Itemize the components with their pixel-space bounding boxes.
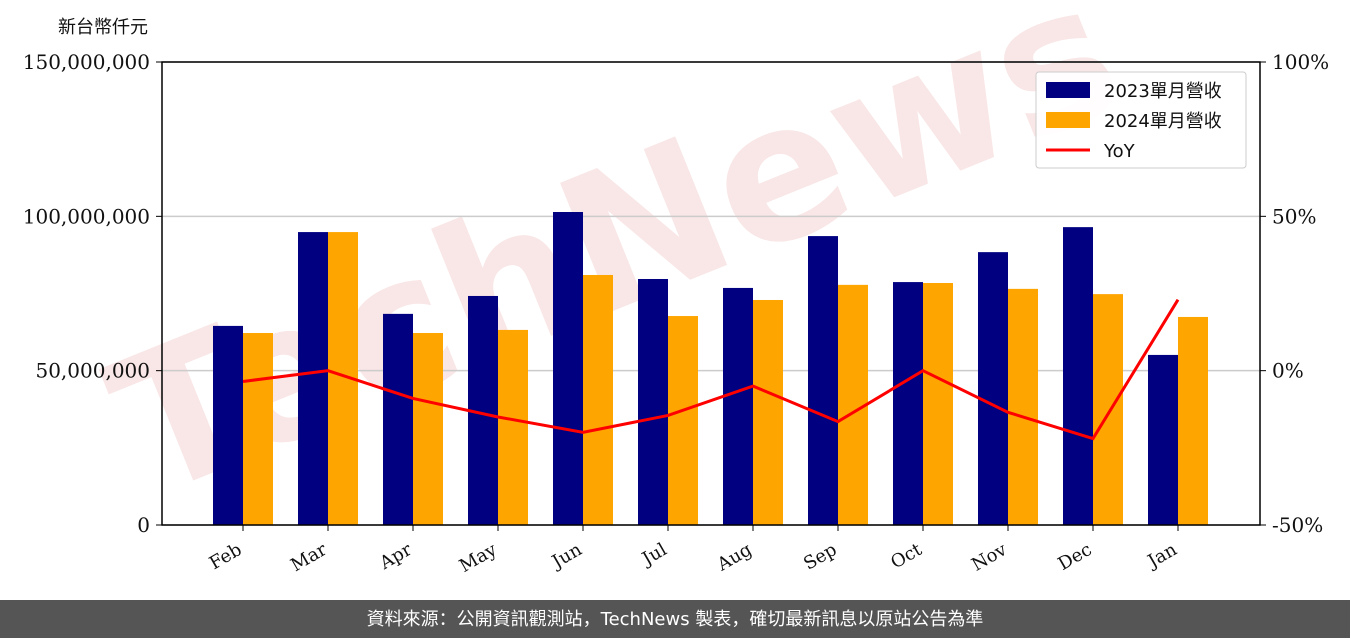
bar	[1093, 294, 1123, 525]
bar	[923, 283, 953, 525]
bar	[638, 278, 668, 525]
y2-tick-label: -50%	[1272, 513, 1323, 537]
bar	[413, 333, 443, 525]
bar	[298, 232, 328, 526]
legend-label: YoY	[1103, 141, 1136, 162]
bar	[553, 212, 583, 525]
y2-tick-label: 100%	[1272, 50, 1329, 74]
bar	[213, 325, 243, 525]
bar	[1063, 227, 1093, 526]
plot-frame	[161, 61, 1261, 526]
bar	[583, 274, 613, 525]
bar	[1148, 354, 1178, 525]
bar	[723, 287, 753, 525]
y2-tick-label: 0%	[1272, 359, 1304, 383]
y-axis-label: 新台幣仟元	[58, 17, 148, 38]
footer: 資料來源：公開資訊觀測站，TechNews 製表，確切最新訊息以原站公告為準	[367, 609, 984, 630]
bar	[668, 316, 698, 525]
bar	[383, 313, 413, 525]
line	[242, 298, 1180, 441]
y-tick-label: 150,000,000	[23, 50, 150, 74]
y-tick-label: 50,000,000	[35, 359, 150, 383]
bar	[893, 282, 923, 525]
y-tick-label: 0	[137, 513, 150, 537]
bar	[1008, 288, 1038, 525]
bar	[753, 299, 783, 525]
legend-label: 2023單月營收	[1104, 81, 1222, 102]
y2-tick-label: 50%	[1272, 204, 1316, 228]
bar	[498, 329, 528, 525]
bar	[978, 252, 1008, 525]
marks	[213, 212, 1208, 526]
bar	[808, 236, 838, 525]
legend-label: 2024單月營收	[1104, 111, 1222, 132]
y-tick-label: 100,000,000	[23, 204, 150, 228]
bar	[243, 333, 273, 525]
legend-swatch	[1046, 112, 1090, 128]
bar	[1178, 316, 1208, 525]
footer-bar	[0, 600, 1350, 638]
legend-swatch	[1046, 82, 1090, 98]
